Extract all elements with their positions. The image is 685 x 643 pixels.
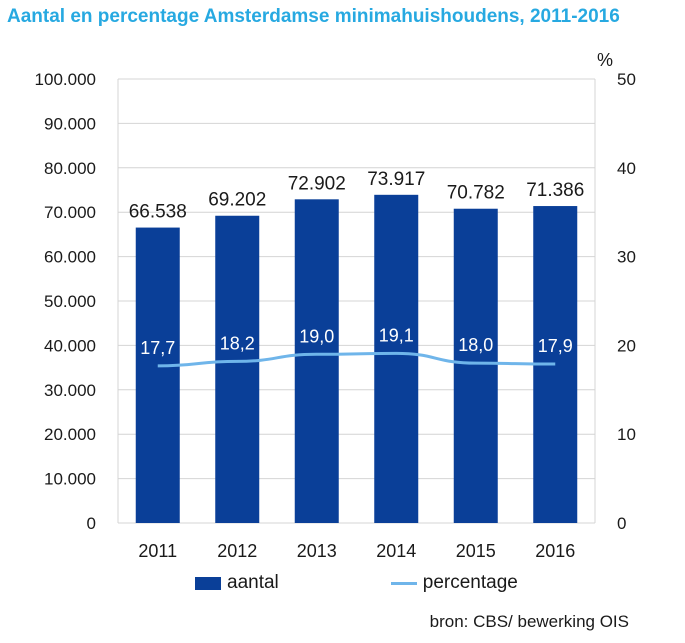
y-right-tick-label: 20 (617, 336, 636, 355)
line-value-label: 19,0 (299, 326, 334, 346)
bar-value-label: 70.782 (447, 183, 505, 204)
legend-item-aantal: aantal (195, 572, 279, 594)
line-value-label: 18,0 (458, 335, 493, 355)
bar (453, 208, 498, 524)
y-left-tick-label: 20.000 (44, 425, 96, 444)
chart-title: Aantal en percentage Amsterdamse minimah… (7, 6, 620, 27)
bar (374, 194, 419, 523)
x-tick-label: 2016 (535, 541, 575, 561)
bar-series (135, 194, 578, 524)
x-tick-label: 2014 (376, 541, 416, 561)
legend-label-percentage: percentage (422, 572, 518, 593)
axes: 0 10.000 20.000 30.000 40.000 50.000 60.000 70.… (35, 50, 636, 561)
line-value-label: 18,2 (220, 333, 255, 353)
line-series (157, 351, 556, 368)
y-left-tick-label: 10.000 (44, 470, 96, 489)
legend: aantal percentage (195, 572, 518, 594)
y-left-tick-label: 60.000 (44, 248, 96, 267)
gridlines (117, 78, 596, 524)
line-value-label: 19,1 (379, 325, 414, 345)
bar-value-label: 71.386 (526, 180, 584, 201)
bar (135, 227, 180, 523)
bar-value-label: 66.538 (129, 202, 187, 223)
x-tick-label: 2012 (217, 541, 257, 561)
y-left-tick-label: 100.000 (35, 70, 96, 89)
legend-swatch-bar (195, 576, 221, 590)
y-right-tick-label: 0 (617, 514, 626, 533)
data-labels: 66.538 69.202 72.902 73.917 70.782 71.386 17,7… (129, 169, 585, 358)
legend-swatch-line (390, 581, 417, 585)
y-left-tick-label: 40.000 (44, 336, 96, 355)
y-left-tick-label: 70.000 (44, 203, 96, 222)
line-value-label: 17,9 (538, 336, 573, 356)
x-tick-label: 2011 (138, 541, 177, 561)
bar-value-label: 72.902 (288, 173, 346, 194)
y-left-tick-label: 90.000 (44, 114, 96, 133)
y-left-tick-label: 30.000 (44, 381, 96, 400)
y-right-tick-label: 30 (617, 248, 636, 267)
legend-label-aantal: aantal (227, 572, 279, 593)
y-left-tick-label: 50.000 (44, 292, 96, 311)
y-right-tick-label: 40 (617, 159, 636, 178)
x-tick-label: 2015 (456, 541, 496, 561)
line-value-label: 17,7 (140, 338, 175, 358)
x-tick-label: 2013 (297, 541, 337, 561)
bar (294, 199, 339, 523)
source-note: bron: CBS/ bewerking OIS (429, 612, 629, 631)
bar-value-label: 73.917 (367, 169, 425, 190)
bar (215, 215, 260, 524)
y-left-tick-label: 80.000 (44, 159, 96, 178)
percentage-line (157, 351, 556, 368)
legend-item-percentage: percentage (390, 572, 518, 594)
y-right-tick-label: 10 (617, 425, 636, 444)
y-right-axis-label: % (597, 50, 613, 70)
bar-value-label: 69.202 (208, 190, 266, 211)
y-left-tick-label: 0 (87, 514, 96, 533)
y-right-tick-label: 50 (617, 70, 636, 89)
